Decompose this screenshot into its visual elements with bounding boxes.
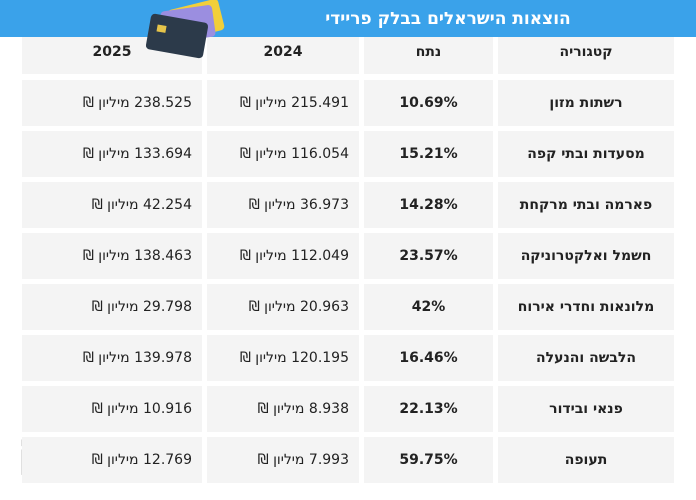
cards-illustration (145, 0, 225, 59)
value-cell: 8.938 מיליון ₪ (207, 386, 359, 432)
value-cell: 238.525 מיליון ₪ (22, 80, 202, 126)
column-header: קטגוריה (498, 30, 674, 74)
share-cell: 14.28% (364, 182, 493, 228)
value-cell: 10.916 מיליון ₪ (22, 386, 202, 432)
share-cell: 10.69% (364, 80, 493, 126)
value-cell: 20.963 מיליון ₪ (207, 284, 359, 330)
value-cell: 42.254 מיליון ₪ (22, 182, 202, 228)
share-cell: 42% (364, 284, 493, 330)
value-cell: 29.798 מיליון ₪ (22, 284, 202, 330)
title: הוצאות הישראלים בבלק פריידי (325, 8, 571, 29)
category-cell: מסעדות ובתי קפה (498, 131, 674, 177)
value-cell: 112.049 מיליון ₪ (207, 233, 359, 279)
category-cell: פנאי ובידור (498, 386, 674, 432)
category-cell: רשתות מזון (498, 80, 674, 126)
share-cell: 22.13% (364, 386, 493, 432)
column-header: נתח (364, 30, 493, 74)
value-cell: 139.978 מיליון ₪ (22, 335, 202, 381)
value-cell: 120.195 מיליון ₪ (207, 335, 359, 381)
value-cell: 7.993 מיליון ₪ (207, 437, 359, 483)
category-cell: פארמה ובתי מרקחת (498, 182, 674, 228)
column-header: 2024 (207, 30, 359, 74)
value-cell: 12.769 מיליון ₪ (22, 437, 202, 483)
value-cell: 116.054 מיליון ₪ (207, 131, 359, 177)
share-cell: 23.57% (364, 233, 493, 279)
category-cell: תעופה (498, 437, 674, 483)
category-cell: מלונאות וחדרי אירוח (498, 284, 674, 330)
title-bar (0, 0, 696, 37)
value-cell: 36.973 מיליון ₪ (207, 182, 359, 228)
share-cell: 16.46% (364, 335, 493, 381)
share-cell: 15.21% (364, 131, 493, 177)
share-cell: 59.75% (364, 437, 493, 483)
category-cell: הלבשה והנעלה (498, 335, 674, 381)
value-cell: 133.694 מיליון ₪ (22, 131, 202, 177)
value-cell: 138.463 מיליון ₪ (22, 233, 202, 279)
value-cell: 215.491 מיליון ₪ (207, 80, 359, 126)
category-cell: חשמל ואלקטרוניקה (498, 233, 674, 279)
